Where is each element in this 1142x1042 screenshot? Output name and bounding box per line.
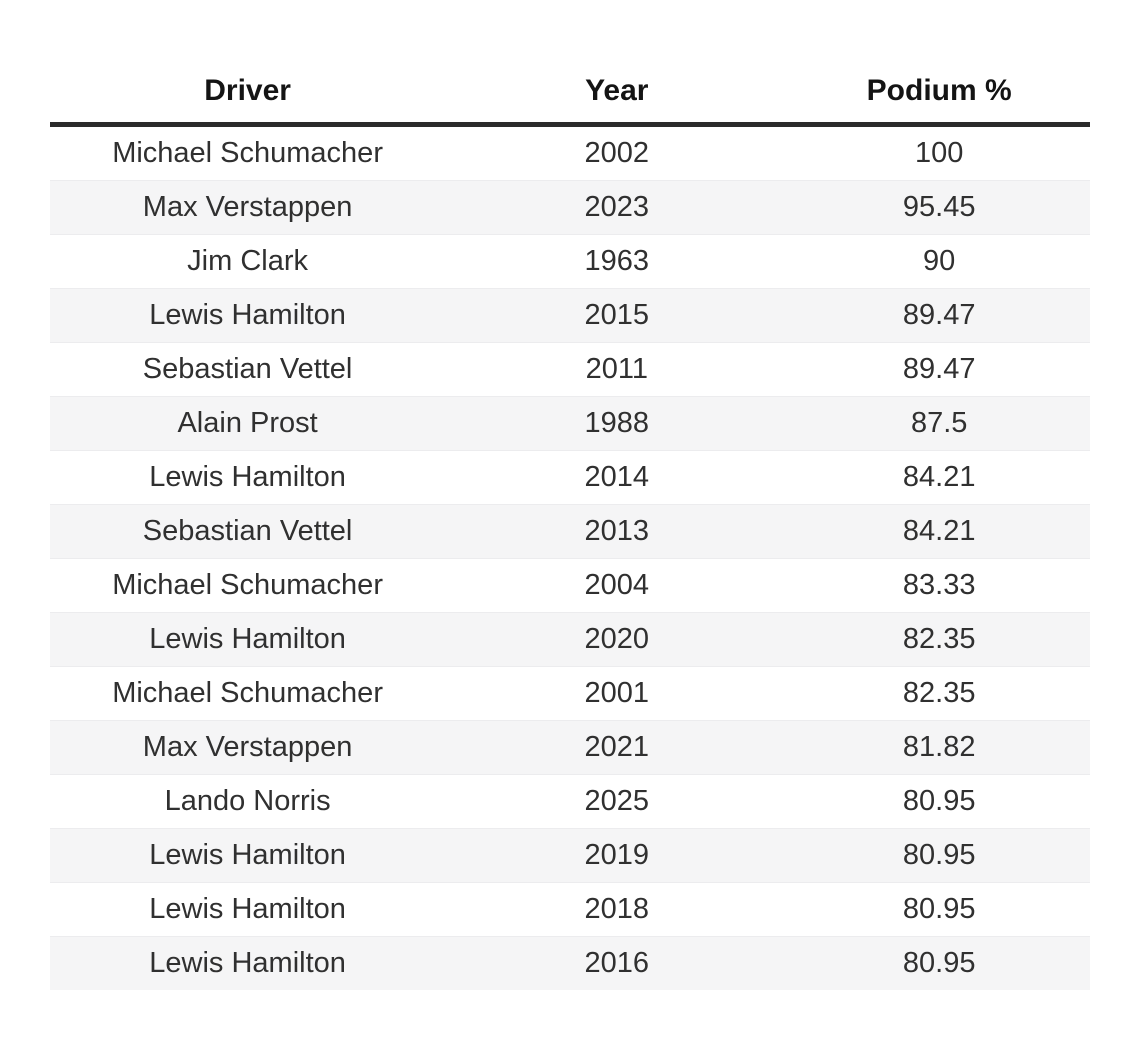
driver-cell: Jim Clark	[187, 245, 309, 277]
driver-cell: Max Verstappen	[142, 731, 353, 763]
driver-cell: Max Verstappen	[142, 191, 353, 223]
podium-pct-cell: 84.21	[902, 461, 976, 493]
year-cell: 2018	[584, 893, 650, 925]
table-row: Michael Schumacher 2002 100	[50, 124, 1090, 181]
column-header-driver: Driver	[50, 60, 446, 127]
table-row: Lewis Hamilton 2018 80.95	[50, 882, 1090, 937]
year-cell: 2002	[584, 137, 650, 169]
year-cell: 2023	[584, 191, 650, 223]
year-cell: 2021	[584, 731, 650, 763]
table-row: Alain Prost 1988 87.5	[50, 396, 1090, 451]
podium-pct-cell: 84.21	[902, 515, 976, 547]
column-header-podium-pct: Podium %	[788, 60, 1090, 127]
podium-table-container: Driver Year Podium % Michael Schumacher …	[50, 60, 1090, 990]
column-header-year: Year	[445, 60, 789, 127]
driver-cell: Alain Prost	[177, 407, 318, 439]
podium-pct-cell: 89.47	[902, 299, 976, 331]
table-row: Sebastian Vettel 2013 84.21	[50, 504, 1090, 559]
table-row: Michael Schumacher 2004 83.33	[50, 558, 1090, 613]
table-body: Michael Schumacher 2002 100 Max Verstapp…	[50, 124, 1090, 990]
podium-pct-cell: 80.95	[902, 893, 976, 925]
year-cell: 1963	[584, 245, 650, 277]
year-cell: 2001	[584, 677, 650, 709]
driver-cell: Lando Norris	[164, 785, 331, 817]
table-row: Sebastian Vettel 2011 89.47	[50, 342, 1090, 397]
table-row: Lewis Hamilton 2019 80.95	[50, 828, 1090, 883]
header-row: Driver Year Podium %	[50, 60, 1090, 127]
driver-cell: Lewis Hamilton	[149, 947, 346, 979]
driver-cell: Lewis Hamilton	[149, 623, 346, 655]
driver-cell: Lewis Hamilton	[149, 461, 346, 493]
podium-pct-cell: 83.33	[902, 569, 976, 601]
table-row: Lewis Hamilton 2014 84.21	[50, 450, 1090, 505]
podium-pct-cell: 80.95	[902, 839, 976, 871]
podium-pct-cell: 90	[923, 245, 956, 277]
driver-cell: Lewis Hamilton	[149, 893, 346, 925]
table-row: Lando Norris 2025 80.95	[50, 774, 1090, 829]
year-cell: 2015	[584, 299, 650, 331]
table-row: Max Verstappen 2021 81.82	[50, 720, 1090, 775]
podium-pct-cell: 80.95	[902, 785, 976, 817]
year-cell: 2011	[585, 353, 648, 385]
table-row: Lewis Hamilton 2020 82.35	[50, 612, 1090, 667]
table-row: Jim Clark 1963 90	[50, 234, 1090, 289]
podium-pct-cell: 87.5	[910, 407, 968, 439]
podium-pct-cell: 89.47	[902, 353, 976, 385]
year-cell: 2013	[584, 515, 650, 547]
year-cell: 2016	[584, 947, 650, 979]
table-row: Max Verstappen 2023 95.45	[50, 180, 1090, 235]
year-cell: 2020	[584, 623, 650, 655]
driver-cell: Michael Schumacher	[112, 569, 383, 601]
podium-pct-cell: 82.35	[902, 677, 976, 709]
driver-cell: Michael Schumacher	[112, 677, 383, 709]
podium-table: Driver Year Podium % Michael Schumacher …	[50, 60, 1090, 990]
year-cell: 2025	[584, 785, 650, 817]
table-header: Driver Year Podium %	[50, 60, 1090, 127]
table-row: Lewis Hamilton 2015 89.47	[50, 288, 1090, 343]
driver-cell: Sebastian Vettel	[142, 515, 353, 547]
year-cell: 2004	[584, 569, 650, 601]
driver-cell: Sebastian Vettel	[142, 353, 353, 385]
podium-pct-cell: 100	[914, 137, 964, 169]
podium-pct-cell: 82.35	[902, 623, 976, 655]
driver-cell: Lewis Hamilton	[149, 299, 346, 331]
table-row: Lewis Hamilton 2016 80.95	[50, 936, 1090, 990]
year-cell: 1988	[584, 407, 650, 439]
table-row: Michael Schumacher 2001 82.35	[50, 666, 1090, 721]
podium-pct-cell: 80.95	[902, 947, 976, 979]
podium-pct-cell: 81.82	[902, 731, 976, 763]
driver-cell: Lewis Hamilton	[149, 839, 346, 871]
driver-cell: Michael Schumacher	[112, 137, 383, 169]
podium-pct-cell: 95.45	[902, 191, 976, 223]
year-cell: 2019	[584, 839, 650, 871]
year-cell: 2014	[584, 461, 650, 493]
